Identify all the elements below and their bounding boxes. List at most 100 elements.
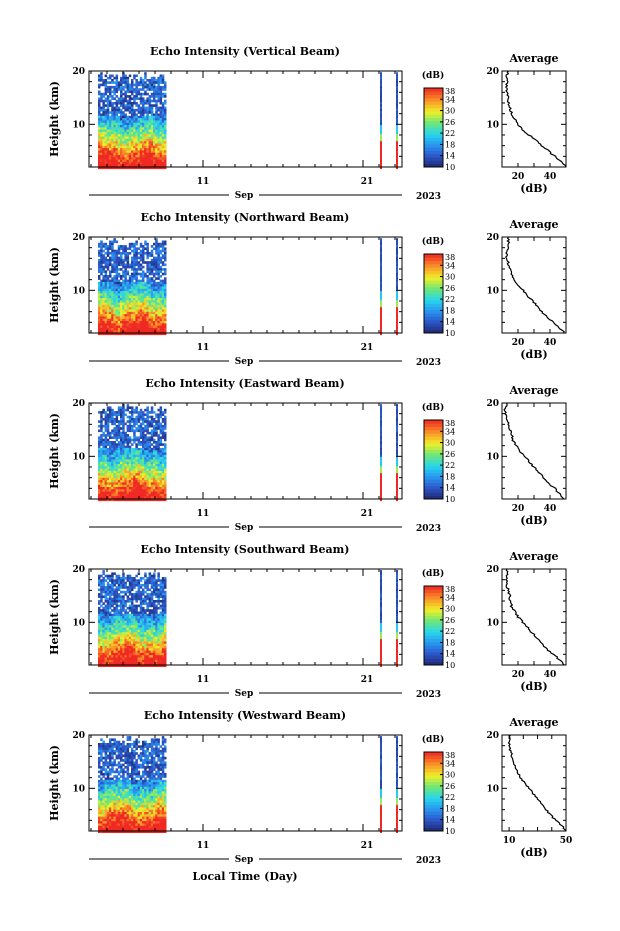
heatmap-cell <box>102 581 105 585</box>
heatmap-cell <box>161 284 165 287</box>
y-axis-label: Height (km) <box>48 413 61 489</box>
heatmap-cell <box>135 473 138 476</box>
heatmap-cell <box>111 302 114 306</box>
heatmap-cell <box>159 443 163 446</box>
heatmap-column-cell <box>380 445 382 449</box>
heatmap-cell <box>124 477 127 481</box>
heatmap-cell <box>102 487 105 490</box>
heatmap-cell <box>144 152 147 156</box>
heatmap-cell <box>104 593 108 596</box>
heatmap-cell <box>142 498 145 502</box>
heatmap-cell <box>100 454 103 458</box>
heatmap-cell <box>146 145 149 149</box>
heatmap-cell <box>137 604 141 608</box>
heatmap-cell <box>148 466 152 469</box>
heatmap-column-cell <box>380 332 382 336</box>
heatmap-cell <box>148 480 152 483</box>
heatmap-cell <box>135 309 138 313</box>
heatmap-cell <box>164 438 167 442</box>
heatmap-cell <box>102 411 105 414</box>
heatmap-cell <box>155 95 158 98</box>
heatmap-cell <box>144 454 147 458</box>
heatmap-cell <box>117 639 121 642</box>
heatmap-cell <box>155 330 158 333</box>
heatmap-cell <box>122 413 125 416</box>
heatmap-cell <box>146 295 149 299</box>
heatmap-cell <box>120 88 123 91</box>
heatmap-cell <box>139 450 143 453</box>
heatmap-cell <box>106 609 110 612</box>
heatmap-cell <box>120 459 123 462</box>
heatmap-cell <box>164 314 167 317</box>
heatmap-cell <box>146 406 149 409</box>
heatmap-cell <box>131 420 134 423</box>
heatmap-cell <box>111 118 114 121</box>
heatmap-column-cell <box>396 468 398 472</box>
heatmap-cell <box>161 129 165 133</box>
heatmap-cell <box>128 138 132 142</box>
heatmap-cell <box>102 588 105 592</box>
heatmap-cell <box>133 258 136 262</box>
heatmap-cell <box>104 452 108 456</box>
heatmap-cell <box>115 111 119 114</box>
heatmap-cell <box>104 164 108 167</box>
heatmap-cell <box>128 314 132 317</box>
heatmap-cell <box>115 639 119 642</box>
heatmap-cell <box>133 420 136 423</box>
heatmap-cell <box>150 138 154 142</box>
heatmap-cell <box>150 298 154 301</box>
heatmap-cell <box>144 307 147 310</box>
heatmap-cell <box>146 242 149 246</box>
heatmap-cell <box>117 600 121 603</box>
heatmap-cell <box>124 270 127 273</box>
heatmap-cell <box>131 604 134 608</box>
heatmap-cell <box>161 134 165 137</box>
heatmap-cell <box>137 475 141 479</box>
heatmap-cell <box>128 468 132 472</box>
heatmap-cell <box>131 662 134 665</box>
heatmap-cell <box>144 90 147 94</box>
heatmap-cell <box>124 295 127 299</box>
heatmap-cell <box>135 445 138 449</box>
heatmap-cell <box>122 134 125 137</box>
heatmap-cell <box>137 623 141 626</box>
heatmap-cell <box>106 662 110 665</box>
heatmap-cell <box>122 275 125 278</box>
heatmap-cell <box>133 111 136 114</box>
heatmap-cell <box>115 141 119 144</box>
heatmap-cell <box>155 157 158 160</box>
heatmap-cell <box>155 415 158 419</box>
heatmap-cell <box>115 477 119 481</box>
x-tick-label: 21 <box>361 509 374 519</box>
heatmap-cell <box>146 122 149 126</box>
heatmap-cell <box>109 443 112 446</box>
heatmap-cell <box>106 150 110 153</box>
heatmap-cell <box>137 279 141 283</box>
heatmap-cell <box>135 152 138 156</box>
heatmap-cell <box>137 641 141 644</box>
heatmap-cell <box>98 268 101 271</box>
heatmap-cell <box>133 254 136 257</box>
heatmap-cell <box>111 148 114 151</box>
heatmap-cell <box>131 268 134 271</box>
heatmap-column-cell <box>380 454 382 458</box>
heatmap-cell <box>139 76 143 80</box>
heatmap-cell <box>159 136 163 140</box>
heatmap-cell <box>106 646 110 649</box>
heatmap-cell <box>100 623 103 626</box>
heatmap-cell <box>157 318 160 322</box>
heatmap-cell <box>115 249 119 253</box>
heatmap-cell <box>109 252 112 255</box>
heatmap-cell <box>113 618 116 621</box>
heatmap-cell <box>104 307 108 310</box>
heatmap-cell <box>128 579 132 582</box>
heatmap-cell <box>131 498 134 502</box>
colorbar-tick-label: 34 <box>445 427 455 436</box>
colorbar-swatch <box>424 293 443 298</box>
heatmap-cell <box>113 277 116 280</box>
heatmap-cell <box>155 164 158 167</box>
heatmap-cell <box>137 611 141 615</box>
heatmap-cell <box>148 304 152 308</box>
heatmap-cell <box>142 627 145 631</box>
heatmap-cell <box>106 325 110 329</box>
